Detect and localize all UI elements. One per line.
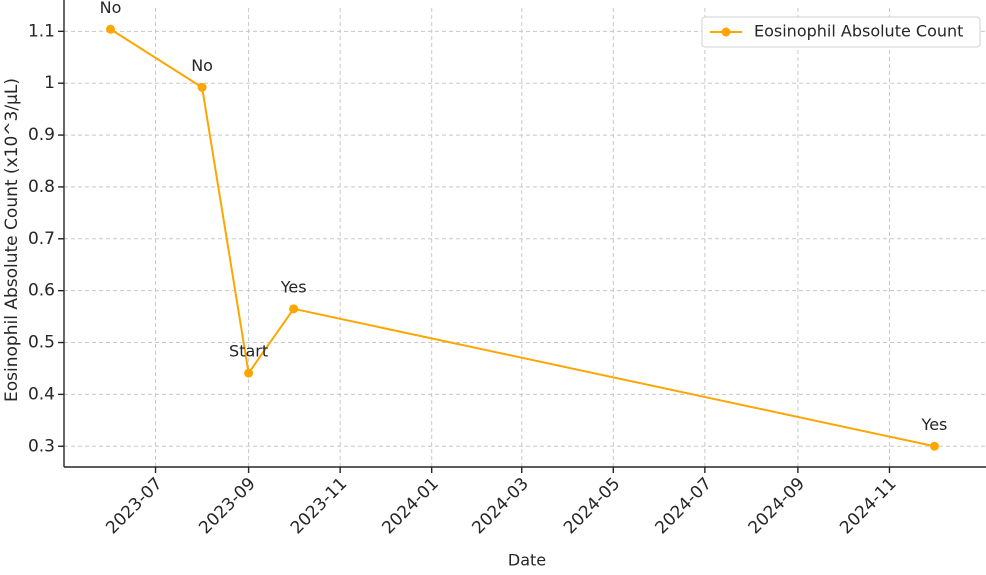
y-tick-label: 0.5	[28, 333, 55, 353]
x-tick-label: 2024-03	[468, 474, 532, 538]
y-axis-label: Eosinophil Absolute Count (x10^3/µL)	[2, 78, 22, 402]
line	[109, 28, 935, 448]
x-tick-label: 2024-07	[652, 474, 716, 538]
x-tick-label: 2024-05	[560, 474, 624, 538]
legend-marker	[721, 27, 731, 37]
y-tick-label: 0.8	[28, 177, 55, 197]
y-tick-label: 0.9	[28, 125, 55, 145]
annotation: Yes	[280, 277, 307, 296]
x-tick-label: 2024-11	[836, 474, 900, 538]
y-tick-label: 1	[44, 73, 55, 93]
annotation: No	[100, 0, 122, 17]
y-tick-label: 0.4	[28, 384, 55, 404]
y-tick-label: 0.3	[28, 436, 55, 456]
x-axis-label: Date	[508, 551, 546, 570]
x-tick-label: 2024-09	[745, 474, 809, 538]
annotation: Start	[229, 342, 268, 361]
annotation: Yes	[921, 415, 948, 434]
point	[106, 24, 116, 34]
x-tick-label: 2024-01	[378, 474, 442, 538]
legend-box	[701, 16, 981, 48]
y-tick-label: 1.1	[28, 21, 55, 41]
point	[197, 82, 207, 92]
x-tick-label: 2023-07	[102, 474, 166, 538]
x-tick-label: 2023-09	[195, 474, 259, 538]
legend-label: Eosinophil Absolute Count	[754, 22, 963, 41]
point	[244, 368, 254, 378]
point	[929, 441, 939, 451]
legend: Eosinophil Absolute Count	[701, 16, 981, 48]
point	[289, 304, 299, 314]
y-tick-label: 0.7	[28, 229, 55, 249]
annotation: No	[191, 56, 213, 75]
x-tick-label: 2023-11	[287, 474, 351, 538]
y-tick-label: 0.6	[28, 281, 55, 301]
